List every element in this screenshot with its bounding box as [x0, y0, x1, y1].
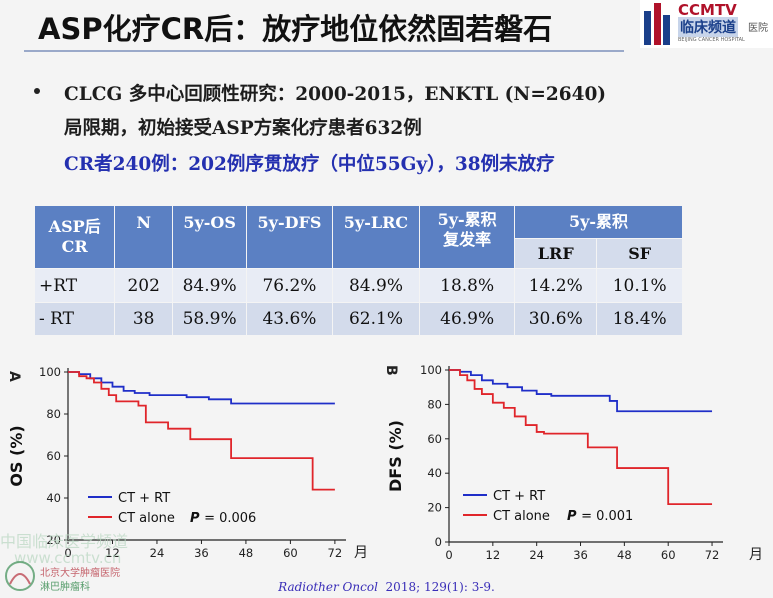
y-tick-label: 40: [46, 491, 61, 505]
km-curve-ct-rt: [449, 369, 713, 413]
x-tick-label: 36: [194, 546, 209, 560]
y-tick-label: 20: [46, 533, 61, 547]
cell-lrf: 30.6%: [514, 302, 598, 336]
y-tick-label: 80: [46, 407, 61, 421]
y-tick-label: 100: [39, 365, 61, 379]
y-tick-label: 100: [420, 363, 442, 377]
bullet-line-1: CLCG 多中心回顾性研究：2000-2015，ENKTL (N=2640): [64, 84, 607, 105]
table-row: +RT 202 84.9% 76.2% 84.9% 18.8% 14.2% 10…: [33, 268, 683, 303]
p-value-label: P = 0.001: [567, 509, 633, 524]
x-tick-label: 24: [150, 546, 165, 560]
cell-dfs: 76.2%: [246, 268, 333, 303]
y-axis-label: OS (%): [7, 425, 26, 486]
watermark-text: 中国临床医学频道: [0, 532, 129, 551]
table-row: - RT 38 58.9% 43.6% 62.1% 46.9% 30.6% 18…: [33, 302, 683, 336]
results-table: ASP后 CR N 5y-OS 5y-DFS 5y-LRC 5y-累积复发率 5…: [33, 205, 683, 336]
os-km-chart: A 20 40 60 80 100 0 12 24 36 48 60 72 OS (%) 月 CT + RT C…: [6, 365, 368, 561]
km-curve-ct-alone: [68, 371, 335, 491]
logo-cn: 临床频道: [678, 17, 738, 37]
bullet-line-2: 局限期，初始接受ASP方案化疗患者632例: [64, 118, 422, 139]
x-tick-label: 0: [445, 548, 452, 562]
legend-label: CT alone: [118, 511, 175, 526]
th-cum-recur: 5y-累积复发率: [419, 205, 516, 269]
hospital-logo-icon: [5, 561, 35, 591]
panel-label: A: [6, 371, 22, 382]
x-tick-label: 48: [239, 546, 254, 560]
ref-citation: 2018; 129(1): 3-9.: [385, 580, 495, 594]
th-lrf: LRF: [514, 238, 598, 269]
th-dfs: 5y-DFS: [246, 205, 333, 269]
bullet-line-3: CR者240例：202例序贯放疗（中位55Gy），38例未放疗: [64, 154, 555, 175]
cell-n: 38: [114, 302, 174, 336]
cell-lrc: 62.1%: [331, 302, 421, 336]
th-cum: 5y-累积: [514, 205, 683, 239]
x-tick-label: 0: [64, 546, 71, 560]
reference: Radiother Oncol 2018; 129(1): 3-9.: [0, 580, 773, 594]
legend-label: CT + RT: [493, 489, 545, 504]
x-tick-label: 48: [617, 548, 632, 562]
y-tick-label: 20: [427, 501, 442, 515]
p-symbol: P: [567, 509, 581, 524]
cell-n: 202: [114, 268, 174, 303]
bullet-dot: [34, 88, 40, 94]
y-tick-label: 40: [427, 466, 442, 480]
legend-label: CT alone: [493, 509, 550, 524]
p-value-label: P = 0.006: [190, 511, 256, 526]
x-tick-label: 12: [486, 548, 501, 562]
x-tick-label: 72: [328, 546, 343, 560]
cell-lrc: 84.9%: [331, 268, 421, 303]
km-curve-ct-rt: [68, 371, 335, 405]
ccmtv-mark-icon: [644, 3, 670, 45]
p-symbol: P: [190, 511, 204, 526]
cell-os: 84.9%: [172, 268, 248, 303]
x-tick-label: 60: [283, 546, 298, 560]
watermark-hospital: 北京大学肿瘤医院: [40, 568, 120, 579]
x-axis-label: 月: [749, 547, 763, 563]
watermark-url: www.ccmtv.cn: [14, 549, 122, 567]
th-n: N: [114, 205, 174, 269]
th-lrc: 5y-LRC: [331, 205, 421, 269]
p-value: = 0.006: [204, 511, 256, 526]
ref-journal: Radiother Oncol: [278, 580, 378, 594]
x-axis-label: 月: [354, 545, 368, 561]
y-tick-label: 80: [427, 397, 442, 411]
y-tick-label: 60: [46, 449, 61, 463]
legend-label: CT + RT: [118, 491, 170, 506]
x-tick-label: 12: [105, 546, 120, 560]
panel-label: B: [383, 365, 399, 376]
logo-cn-suffix: 医院: [748, 23, 768, 34]
x-tick-label: 36: [573, 548, 588, 562]
cell-sf: 10.1%: [596, 268, 683, 303]
ccmtv-logo: CCMTV 临床频道 医院 BEIJING CANCER HOSPITAL: [640, 0, 773, 48]
km-curve-ct-alone: [449, 369, 713, 506]
cell-cum-recur: 46.9%: [419, 302, 516, 336]
dfs-km-chart: B 0 20 40 60 80 100 0 12 24 36 48 60 72 DFS (%) 月 CT + R…: [383, 363, 763, 563]
watermark-dept: 淋巴肿瘤科: [40, 582, 90, 593]
th-group: ASP后 CR: [33, 205, 116, 269]
y-tick-label: 0: [435, 535, 442, 549]
logo-sub: BEIJING CANCER HOSPITAL: [678, 37, 745, 43]
cell-os: 58.9%: [172, 302, 248, 336]
p-value: = 0.001: [581, 509, 633, 524]
cell-group: +RT: [33, 268, 116, 303]
x-tick-label: 24: [529, 548, 544, 562]
th-sf: SF: [596, 238, 683, 269]
logo-brand: CCMTV: [678, 1, 737, 19]
title-underline: [24, 50, 624, 52]
cell-lrf: 14.2%: [514, 268, 598, 303]
cell-dfs: 43.6%: [246, 302, 333, 336]
th-os: 5y-OS: [172, 205, 248, 269]
cell-cum-recur: 18.8%: [419, 268, 516, 303]
slide-title: ASP化疗CR后：放疗地位依然固若磐石: [38, 12, 553, 46]
y-axis-label: DFS (%): [386, 420, 405, 492]
y-tick-label: 60: [427, 432, 442, 446]
x-tick-label: 72: [705, 548, 720, 562]
x-tick-label: 60: [661, 548, 676, 562]
cell-sf: 18.4%: [596, 302, 683, 336]
cell-group: - RT: [33, 302, 116, 336]
